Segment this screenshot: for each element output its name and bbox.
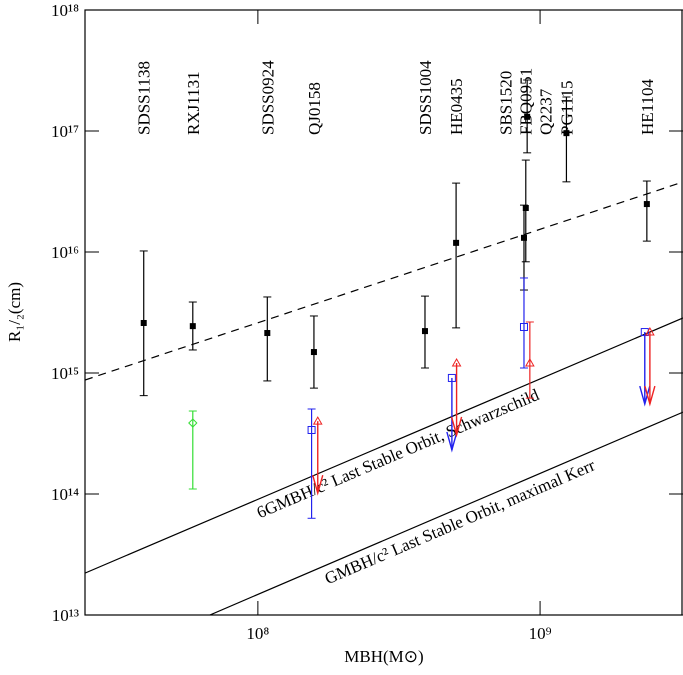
y-tick-label: 10¹⁵ xyxy=(51,364,79,383)
data-point xyxy=(447,373,456,382)
upper-limit-head xyxy=(446,431,458,453)
upper-limit-head xyxy=(644,385,656,407)
object-label: FBQ0951 xyxy=(517,68,536,135)
object-label: SDSS1138 xyxy=(135,61,154,135)
plot-frame xyxy=(84,9,683,616)
y-tick-label: 10¹⁴ xyxy=(51,485,79,504)
y-tick-label: 10¹⁸ xyxy=(51,1,79,20)
x-axis-label: MBH(M⊙) xyxy=(344,647,423,666)
object-label: SDSS0924 xyxy=(258,60,277,135)
data-point xyxy=(519,322,528,331)
upper-limit-head xyxy=(450,416,463,438)
data-point xyxy=(264,330,271,337)
lines xyxy=(85,181,683,615)
model-line xyxy=(85,181,683,381)
x-tick-label: 10⁸ xyxy=(246,624,269,643)
data-point xyxy=(189,323,196,330)
data-point xyxy=(640,328,649,337)
data-point xyxy=(140,319,147,326)
object-label: HE0435 xyxy=(447,78,466,135)
data-point xyxy=(307,426,316,435)
y-tick-label: 10¹³ xyxy=(52,606,79,625)
data-point xyxy=(522,205,529,212)
x-tick-label: 10⁹ xyxy=(529,624,552,643)
data-point xyxy=(563,130,570,137)
data-point xyxy=(188,418,198,428)
data-point xyxy=(451,357,462,367)
model-line xyxy=(85,317,683,574)
data-point xyxy=(421,328,428,335)
data-point xyxy=(524,357,535,367)
data-point xyxy=(310,349,317,356)
object-label: SBS1520 xyxy=(497,71,516,135)
data-point xyxy=(645,327,655,336)
model-line xyxy=(209,411,683,615)
y-tick-label: 10¹⁶ xyxy=(51,243,79,262)
y-axis-label: R₁/₂(cm) xyxy=(5,282,24,342)
upper-limit-head xyxy=(312,474,324,496)
data-point xyxy=(524,113,531,120)
object-label: Q2237 xyxy=(537,88,556,135)
data-point xyxy=(312,416,323,425)
data-point xyxy=(453,239,460,246)
data-point xyxy=(643,201,650,208)
object-label: QJ0158 xyxy=(305,82,324,135)
object-label: HE1104 xyxy=(638,78,657,135)
y-tick-label: 10¹⁷ xyxy=(51,122,79,141)
object-label: RXJ1131 xyxy=(184,71,203,135)
data-point xyxy=(520,234,527,241)
object-label: SDSS1004 xyxy=(416,60,435,135)
upper-limit-head xyxy=(639,385,651,407)
